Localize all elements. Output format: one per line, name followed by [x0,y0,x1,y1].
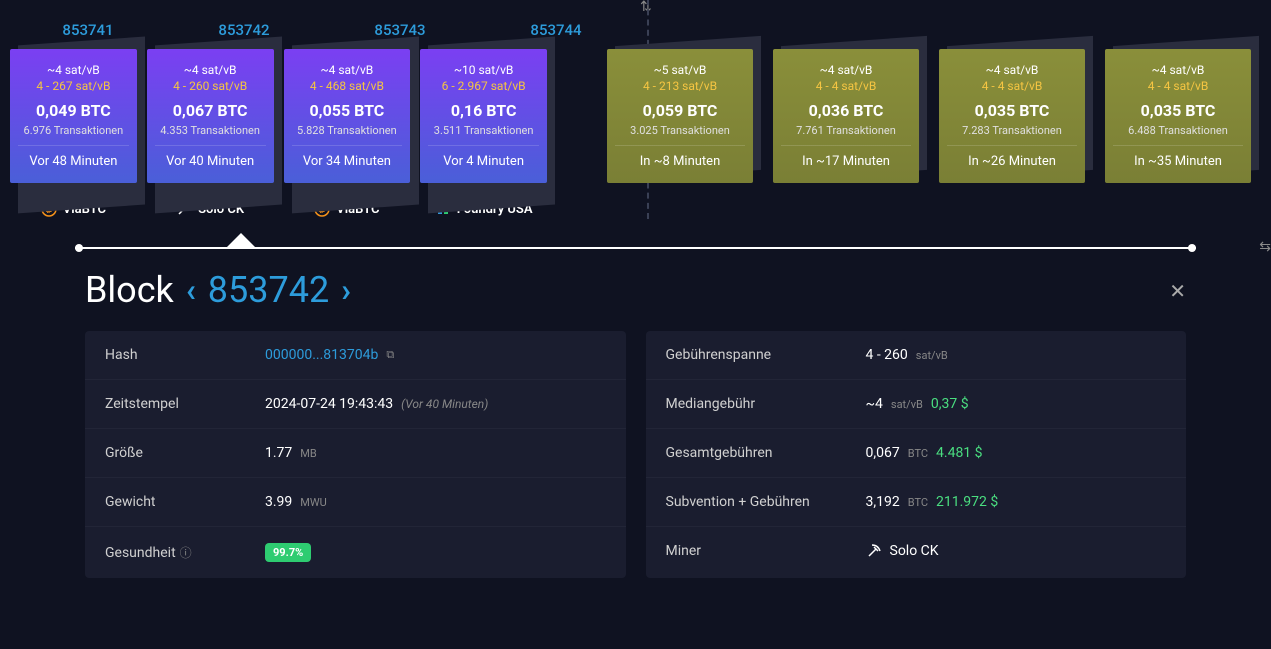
next-block-arrow[interactable]: › [341,271,351,309]
mempool-block-card[interactable]: ~4 sat/vB 4 - 4 sat/vB 0,036 BTC 7.761 T… [773,49,919,183]
block-height-link[interactable]: 853741 [62,21,113,39]
block-eta: In ~17 Minuten [781,145,911,169]
block-title-label: Block [85,269,174,311]
block-eta: In ~26 Minuten [947,145,1077,169]
info-icon[interactable]: ⓘ [180,546,192,560]
weight-label: Gewicht [105,494,265,510]
median-label: Mediangebühr [666,396,866,412]
fee-average: ~4 sat/vB [1113,63,1243,77]
btc-amount: 0,055 BTC [292,101,403,120]
timestamp-ago: (Vor 40 Minuten) [401,397,488,411]
fee-range: 4 - 267 sat/vB [18,79,129,93]
miner-value[interactable]: Solo CK [890,543,939,559]
mined-block-card[interactable]: ~4 sat/vB 4 - 468 sat/vB 0,055 BTC 5.828… [284,49,411,217]
sort-icon: ⇅ [640,0,652,15]
tx-count: 7.761 Transaktionen [781,124,911,137]
fee-range: 4 - 468 sat/vB [292,79,403,93]
btc-amount: 0,067 BTC [155,101,266,120]
btc-amount: 0,049 BTC [18,101,129,120]
btc-amount: 0,16 BTC [428,101,539,120]
mempool-block-card[interactable]: ~4 sat/vB 4 - 4 sat/vB 0,035 BTC 6.488 T… [1105,49,1251,183]
blocks-visual-row: ⇅ ~4 sat/vB 4 - 267 sat/vB 0,049 BTC 6.9… [0,39,1271,217]
size-value: 1.77 [265,445,292,461]
weight-value: 3.99 [265,494,292,510]
tx-count: 7.283 Transaktionen [947,124,1077,137]
health-label: Gesundheitⓘ [105,544,265,561]
block-height-link[interactable]: 853744 [530,21,581,39]
pickaxe-icon [866,543,882,559]
totalfee-unit: BTC [908,447,928,460]
totalfee-value: 0,067 [866,445,900,461]
mined-block-card[interactable]: ~4 sat/vB 4 - 267 sat/vB 0,049 BTC 6.976… [10,49,137,217]
timeline-bar: ⇆ [75,247,1196,249]
btc-amount: 0,035 BTC [947,101,1077,120]
block-eta: In ~8 Minuten [615,145,745,169]
hash-link[interactable]: 000000...813704b [265,347,378,363]
btc-amount: 0,036 BTC [781,101,911,120]
tx-count: 3.511 Transaktionen [428,124,539,137]
block-time: Vor 4 Minuten [428,145,539,169]
block-height-title: 853742 [208,269,329,311]
mempool-block-card[interactable]: ~5 sat/vB 4 - 213 sat/vB 0,059 BTC 3.025… [607,49,753,183]
health-badge: 99.7% [265,543,311,562]
block-height-link[interactable]: 853742 [218,21,269,39]
size-unit: MB [300,447,316,460]
mined-block-card[interactable]: ~4 sat/vB 4 - 260 sat/vB 0,067 BTC 4.353… [147,49,274,217]
weight-unit: MWU [300,496,327,509]
fee-average: ~4 sat/vB [18,63,129,77]
tx-count: 6.976 Transaktionen [18,124,129,137]
timestamp-value: 2024-07-24 19:43:43 [265,396,393,412]
tx-count: 3.025 Transaktionen [615,124,745,137]
block-time: Vor 34 Minuten [292,145,403,169]
close-icon[interactable]: ✕ [1169,279,1186,303]
feespan-value: 4 - 260 [866,347,908,363]
subsidy-value: 3,192 [866,494,900,510]
median-usd: 0,37 $ [931,396,969,412]
fee-average: ~4 sat/vB [947,63,1077,77]
btc-amount: 0,035 BTC [1113,101,1243,120]
fee-average: ~4 sat/vB [155,63,266,77]
tx-count: 4.353 Transaktionen [155,124,266,137]
subsidy-usd: 211.972 $ [936,494,998,510]
block-eta: In ~35 Minuten [1113,145,1243,169]
fee-average: ~5 sat/vB [615,63,745,77]
fee-range: 4 - 4 sat/vB [781,79,911,93]
tx-count: 6.488 Transaktionen [1113,124,1243,137]
selected-block-pointer [227,233,255,247]
median-unit: sat/vB [891,398,923,411]
copy-icon[interactable]: ⧉ [386,348,394,362]
fee-range: 4 - 260 sat/vB [155,79,266,93]
size-label: Größe [105,445,265,461]
tx-count: 5.828 Transaktionen [292,124,403,137]
detail-left-column: Hash 000000...813704b ⧉ Zeitstempel 2024… [85,331,626,578]
subsidy-unit: BTC [908,496,928,509]
btc-amount: 0,059 BTC [615,101,745,120]
fee-average: ~4 sat/vB [781,63,911,77]
fee-range: 4 - 213 sat/vB [615,79,745,93]
miner-label: Miner [666,543,866,559]
fee-range: 4 - 4 sat/vB [947,79,1077,93]
totalfee-usd: 4.481 $ [936,445,983,461]
median-value: ~4 [866,396,883,412]
feespan-unit: sat/vB [916,349,948,362]
swap-icon[interactable]: ⇆ [1259,239,1271,255]
totalfee-label: Gesamtgebühren [666,445,866,461]
fee-average: ~10 sat/vB [428,63,539,77]
timestamp-label: Zeitstempel [105,396,265,412]
block-detail-panel: Block ‹ 853742 › ✕ Hash 000000...813704b… [0,249,1271,598]
fee-range: 6 - 2.967 sat/vB [428,79,539,93]
mempool-block-card[interactable]: ~4 sat/vB 4 - 4 sat/vB 0,035 BTC 7.283 T… [939,49,1085,183]
subsidy-label: Subvention + Gebühren [666,494,866,510]
fee-average: ~4 sat/vB [292,63,403,77]
block-height-row: 853741 853742 853743 853744 [0,0,1271,39]
fee-range: 4 - 4 sat/vB [1113,79,1243,93]
block-time: Vor 48 Minuten [18,145,129,169]
detail-right-column: Gebührenspanne 4 - 260 sat/vB Mediangebü… [646,331,1187,578]
block-time: Vor 40 Minuten [155,145,266,169]
feespan-label: Gebührenspanne [666,347,866,363]
mined-block-card[interactable]: ~10 sat/vB 6 - 2.967 sat/vB 0,16 BTC 3.5… [420,49,547,217]
prev-block-arrow[interactable]: ‹ [186,271,196,309]
hash-label: Hash [105,347,265,363]
